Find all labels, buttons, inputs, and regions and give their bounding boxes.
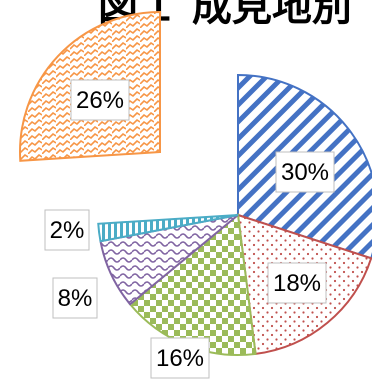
data-label-box	[275, 151, 335, 193]
data-label-8: 8%	[52, 277, 98, 319]
data-label-16: 16%	[150, 337, 210, 379]
data-label-box	[267, 262, 327, 304]
data-label-text: 2%	[50, 217, 85, 244]
data-label-text: 30%	[281, 159, 329, 186]
data-label-box	[70, 79, 130, 121]
data-label-box	[150, 337, 210, 379]
data-label-box	[52, 277, 98, 319]
data-label-text: 18%	[273, 270, 321, 297]
data-label-30: 30%	[275, 151, 335, 193]
data-label-text: 26%	[76, 87, 124, 114]
data-label-box	[44, 209, 90, 251]
data-label-text: 8%	[58, 285, 93, 312]
data-label-2: 2%	[44, 209, 90, 251]
data-label-26: 26%	[70, 79, 130, 121]
data-label-18: 18%	[267, 262, 327, 304]
pie-labels: 30% 18% 16% 8% 2% 26%	[44, 79, 335, 379]
data-label-text: 16%	[156, 345, 204, 372]
pie-slice-2	[97, 214, 239, 243]
